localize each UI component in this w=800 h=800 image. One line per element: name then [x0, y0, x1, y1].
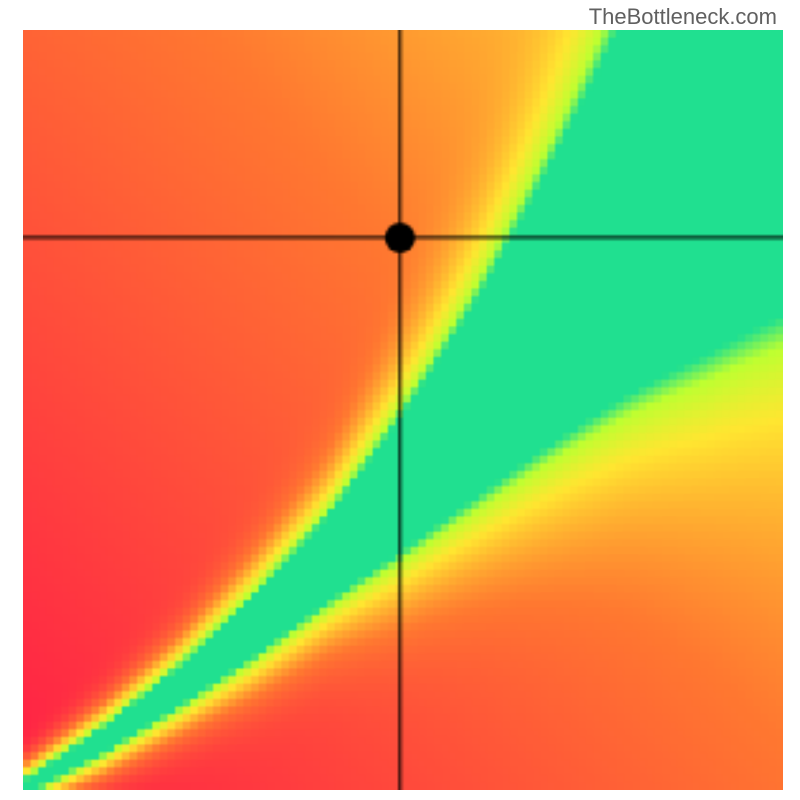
bottleneck-heatmap	[23, 30, 783, 790]
watermark-text: TheBottleneck.com	[589, 4, 777, 30]
